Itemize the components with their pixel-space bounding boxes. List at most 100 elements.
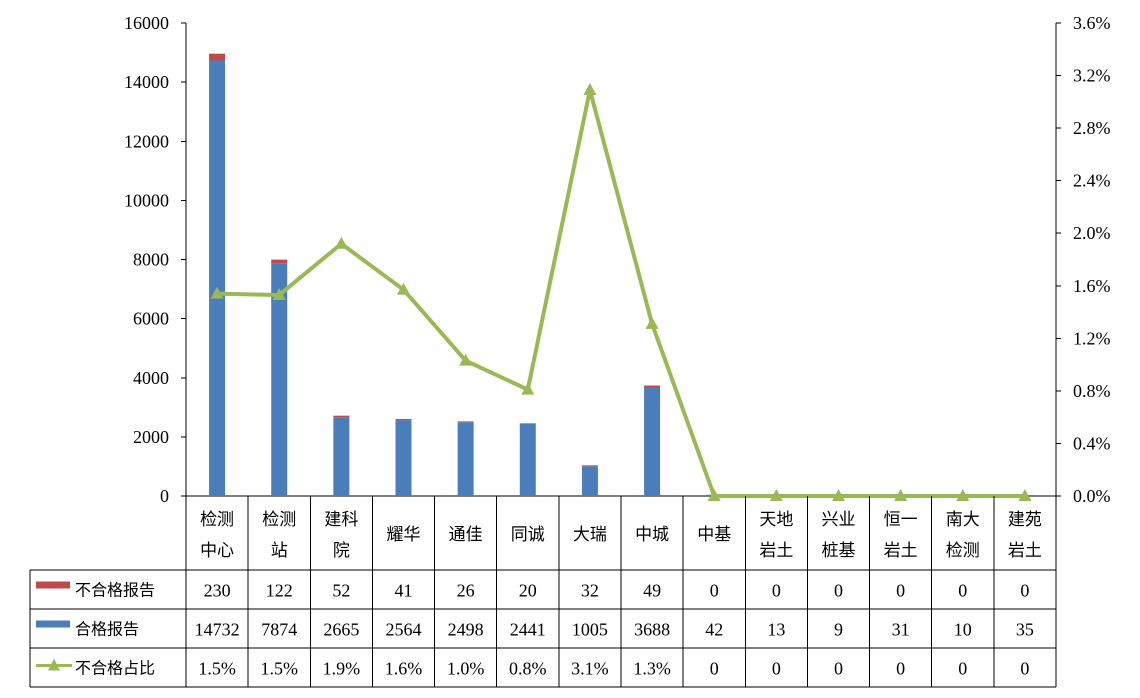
y-right-tick-label: 3.6%	[1073, 13, 1111, 33]
data-label: 0	[772, 659, 781, 679]
bar-pass	[644, 386, 661, 496]
data-label: 7874	[261, 620, 297, 640]
category-label: 桩基	[822, 541, 856, 561]
y-right-tick-label: 2.0%	[1073, 223, 1111, 243]
data-label: 0	[834, 659, 843, 679]
y-right-tick-label: 0.4%	[1073, 433, 1111, 453]
line-point-marker	[521, 382, 535, 395]
y-right-tick-label: 1.2%	[1073, 328, 1111, 348]
data-label: 1.3%	[633, 659, 671, 679]
data-label: 26	[457, 581, 475, 601]
category-label: 南大	[946, 510, 980, 530]
bar-pass	[209, 60, 226, 496]
y-right-tick-label: 0.0%	[1073, 486, 1111, 506]
bar-pass	[519, 423, 536, 496]
category-label: 同诚	[511, 525, 545, 545]
y-left-tick-label: 2000	[133, 427, 169, 447]
data-label: 0	[1020, 581, 1029, 601]
bar-fail	[457, 421, 474, 423]
data-label: 0	[834, 581, 843, 601]
bar-fail	[333, 415, 350, 418]
data-label: 3.1%	[571, 659, 609, 679]
bar-pass	[457, 422, 474, 496]
legend-swatch	[36, 620, 70, 628]
data-label: 1.5%	[198, 659, 236, 679]
y-left-tick-label: 12000	[124, 131, 169, 151]
bar-fail	[209, 53, 226, 61]
data-label: 14732	[195, 620, 240, 640]
line-point-marker	[1018, 489, 1032, 501]
data-label: 35	[1016, 620, 1034, 640]
line-point-marker	[645, 316, 659, 329]
line-point-marker	[832, 489, 845, 501]
data-label: 230	[204, 581, 231, 601]
data-label: 0	[958, 659, 967, 679]
data-label: 0	[958, 581, 967, 601]
legend-label: 合格报告	[75, 620, 139, 639]
category-label: 兴业	[822, 510, 856, 530]
category-label: 建科	[324, 510, 358, 530]
line-point-marker	[334, 236, 348, 249]
category-label: 院	[333, 541, 350, 561]
data-label: 1.6%	[385, 659, 423, 679]
legend-swatch	[36, 581, 70, 589]
line-point-marker	[894, 489, 908, 501]
category-label: 岩土	[759, 541, 793, 561]
data-label: 2441	[510, 620, 546, 640]
line-point-marker	[769, 489, 783, 501]
bar-pass	[333, 417, 350, 496]
legend-label: 不合格报告	[75, 581, 155, 600]
series-line-fail-rate	[217, 88, 1025, 498]
legend-label: 不合格占比	[75, 659, 155, 678]
bar-fail	[395, 418, 412, 421]
data-label: 0	[896, 659, 905, 679]
line-point-marker	[956, 489, 970, 501]
category-label: 检测	[262, 510, 296, 530]
data-label: 0.8%	[509, 659, 547, 679]
category-label: 恒一	[884, 510, 918, 530]
category-label: 天地	[759, 510, 793, 530]
bar-fail	[644, 385, 661, 387]
category-label: 大瑞	[573, 525, 607, 545]
data-label: 0	[896, 581, 905, 601]
data-label: 20	[519, 581, 537, 601]
data-label: 0	[772, 581, 781, 601]
data-label: 2665	[323, 620, 359, 640]
y-left-tick-label: 16000	[124, 13, 169, 33]
category-label: 耀华	[387, 525, 421, 545]
data-label: 41	[395, 581, 413, 601]
y-left-tick-label: 4000	[133, 368, 169, 388]
bar-pass	[271, 263, 288, 496]
data-label: 42	[705, 620, 723, 640]
data-label: 49	[643, 581, 661, 601]
y-left-tick-label: 8000	[133, 250, 169, 270]
category-label: 检测	[946, 541, 980, 561]
bar-pass	[395, 420, 412, 496]
line-point-marker	[583, 83, 597, 96]
data-label: 32	[581, 581, 599, 601]
data-label: 2564	[386, 620, 422, 640]
data-label: 1.5%	[260, 659, 298, 679]
data-label: 2498	[448, 620, 484, 640]
data-label: 0	[710, 581, 719, 601]
y-right-tick-label: 0.8%	[1073, 381, 1111, 401]
y-right-tick-label: 2.4%	[1073, 171, 1111, 191]
category-label: 站	[271, 541, 288, 561]
legend-swatch-marker	[48, 658, 60, 671]
category-label: 检测	[200, 510, 234, 530]
line-point-marker	[459, 353, 473, 366]
data-label: 1.0%	[447, 659, 485, 679]
y-left-tick-label: 14000	[124, 72, 169, 92]
bar-fail	[519, 423, 536, 424]
data-label: 52	[332, 581, 350, 601]
data-label: 31	[892, 620, 910, 640]
category-label: 通佳	[449, 525, 483, 545]
category-label: 建苑	[1008, 510, 1042, 530]
data-label: 1.9%	[323, 659, 361, 679]
y-right-tick-label: 1.6%	[1073, 276, 1111, 296]
y-right-tick-label: 2.8%	[1073, 118, 1111, 138]
data-label: 3688	[634, 620, 670, 640]
line-point-marker	[272, 287, 286, 300]
y-left-tick-label: 10000	[124, 190, 169, 210]
